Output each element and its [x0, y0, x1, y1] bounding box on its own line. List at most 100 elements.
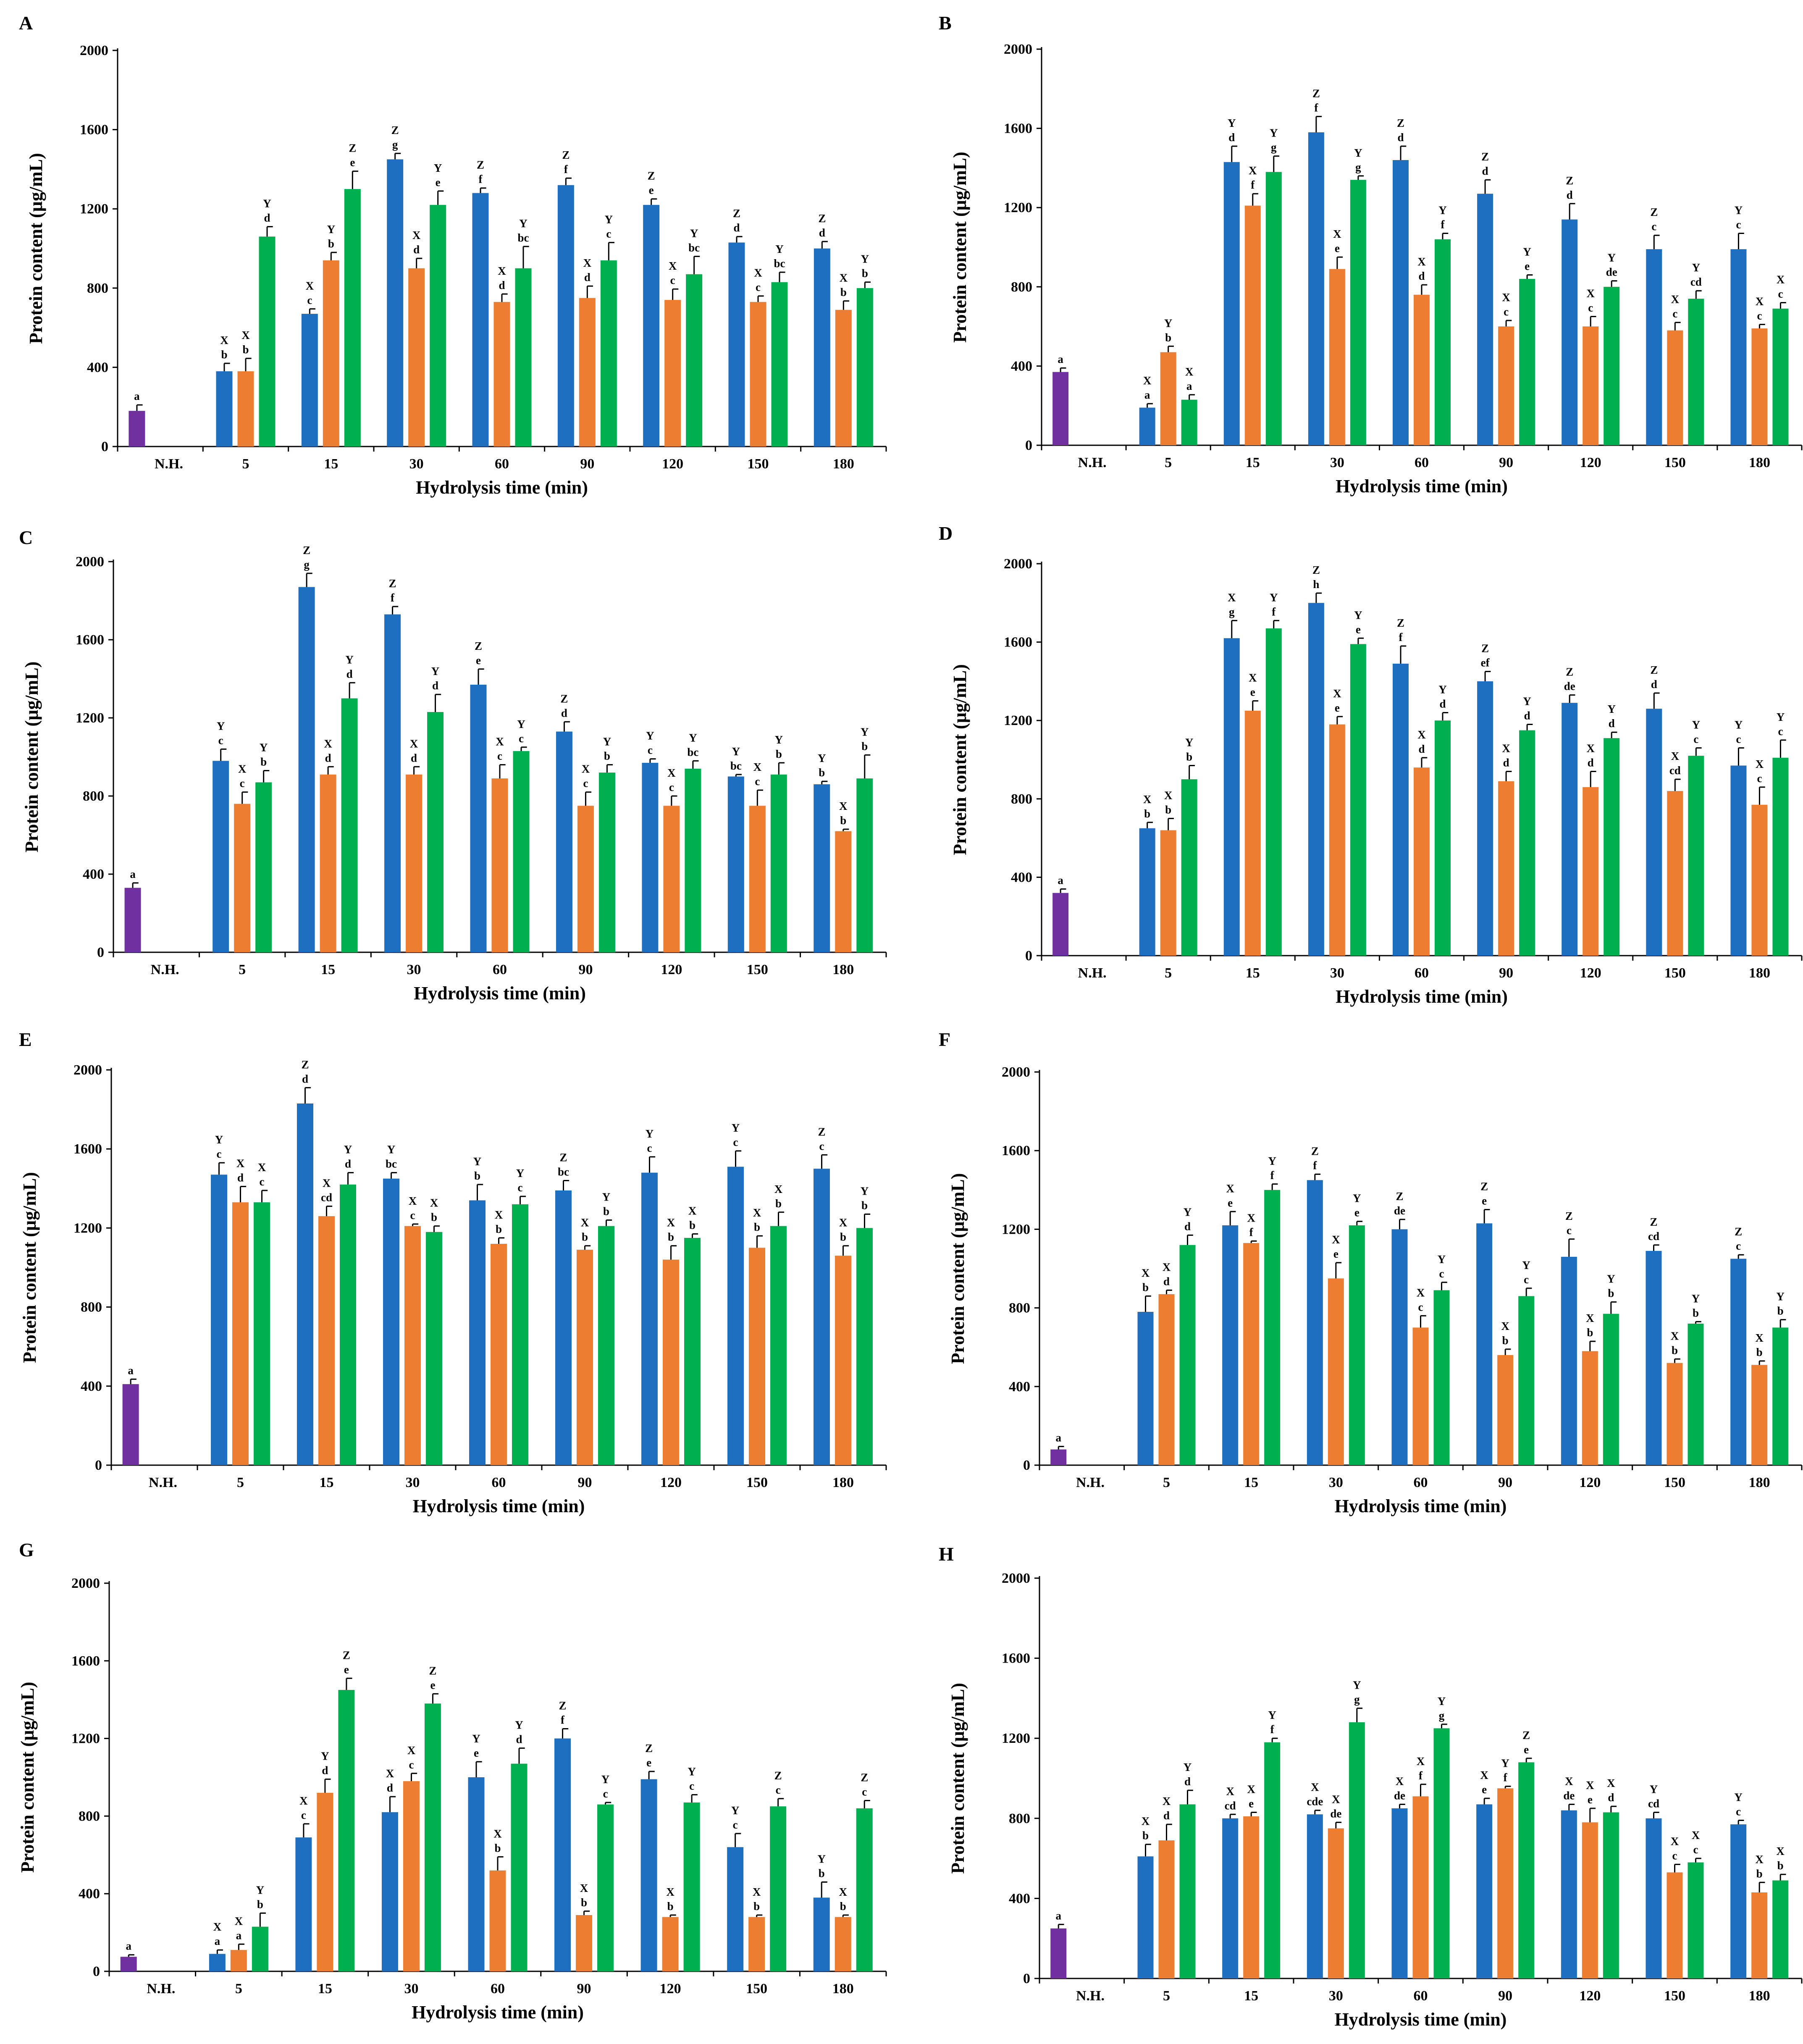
- x-tick-label: N.H.: [147, 1981, 175, 1997]
- significance-label: Z: [1650, 664, 1658, 676]
- significance-label: X: [1332, 1793, 1340, 1805]
- significance-label: c: [756, 281, 761, 294]
- significance-label: b: [242, 343, 249, 356]
- x-tick-label: 180: [1749, 1475, 1770, 1490]
- x-axis-title: Hydrolysis time (min): [412, 2002, 584, 2023]
- significance-label: Z: [1396, 1190, 1403, 1203]
- significance-label: X: [1756, 295, 1764, 307]
- bar-series-2: [1751, 1365, 1768, 1465]
- bar-series-2: [403, 1781, 420, 1971]
- chart-panel-b: B 0 400 800 1200 1600 2000 Protein content (µg/…: [939, 12, 1803, 497]
- bar-series-1: [301, 314, 318, 447]
- y-axis-title: Protein content (µg/mL): [21, 662, 42, 853]
- bar-series-1: [554, 1738, 571, 1971]
- significance-label: f: [1249, 1226, 1254, 1238]
- significance-label: cd: [1648, 1230, 1659, 1243]
- bar-series-1: [1477, 681, 1493, 956]
- bar-series-3: [856, 778, 873, 952]
- significance-label: Y: [387, 1143, 396, 1156]
- significance-label: b: [754, 1221, 760, 1233]
- bar-series-1: [1476, 1223, 1493, 1465]
- significance-label: cde: [1307, 1795, 1323, 1808]
- bar-series-3: [1688, 1324, 1704, 1465]
- x-tick-label: 15: [1244, 1988, 1258, 2004]
- significance-label: bc: [730, 759, 742, 772]
- x-tick-label: 60: [1415, 455, 1429, 470]
- significance-label: X: [1777, 273, 1785, 286]
- significance-label: X: [1586, 1312, 1594, 1324]
- significance-label: b: [431, 1211, 437, 1224]
- significance-label: bc: [687, 746, 698, 758]
- bar-series-3: [424, 1703, 441, 1971]
- significance-label: c: [307, 294, 312, 306]
- significance-label: X: [324, 737, 332, 750]
- bar-series-3: [1433, 1290, 1450, 1465]
- bar-series-1: [557, 185, 574, 447]
- significance-label: Y: [1522, 1259, 1530, 1272]
- bar-series-3: [1772, 1880, 1789, 1978]
- significance-label: Y: [473, 1155, 482, 1168]
- bar-series-2: [1328, 1828, 1344, 1978]
- significance-label: Y: [1185, 736, 1194, 749]
- significance-label: de: [1563, 1789, 1575, 1802]
- significance-label: Z: [560, 692, 568, 705]
- x-tick-label: 5: [242, 456, 249, 472]
- x-tick-label: 30: [1330, 455, 1344, 470]
- bar-series-1: [641, 1172, 658, 1465]
- significance-label: X: [1607, 1777, 1615, 1789]
- significance-label: d: [1609, 717, 1615, 730]
- significance-label: bc: [518, 231, 529, 244]
- significance-label: Z: [774, 1769, 782, 1782]
- bar-series-2: [663, 1259, 679, 1465]
- bar-series-1: [555, 1190, 572, 1465]
- bar-series-3: [1350, 644, 1366, 956]
- significance-label: X: [839, 1886, 847, 1898]
- significance-label: X: [1586, 742, 1595, 754]
- bar-series-1: [1391, 1229, 1408, 1465]
- significance-label: X: [306, 279, 314, 292]
- bar-series-1: [727, 776, 744, 952]
- significance-label: Z: [429, 1664, 436, 1677]
- bar-series-2: [577, 806, 594, 952]
- bar-series-3: [1433, 1728, 1450, 1978]
- x-tick-label: N.H.: [1076, 1475, 1105, 1490]
- significance-label: Y: [1734, 1791, 1743, 1804]
- bar-series-2: [234, 804, 251, 952]
- significance-label: Z: [1481, 642, 1489, 655]
- y-tick-label: 800: [87, 281, 108, 296]
- significance-label: c: [583, 777, 588, 790]
- bar-series-3: [1265, 172, 1282, 446]
- significance-label: c: [217, 1148, 222, 1160]
- significance-label: b: [257, 1898, 263, 1910]
- x-tick-label: 150: [747, 962, 768, 977]
- significance-label: b: [328, 237, 334, 250]
- bar-series-2: [835, 831, 852, 952]
- significance-label: X: [1247, 1211, 1255, 1224]
- significance-label: de: [1564, 680, 1575, 693]
- significance-label: c: [1672, 307, 1677, 320]
- significance-label: Z: [1735, 1225, 1742, 1238]
- significance-label: f: [391, 591, 395, 604]
- significance-label: b: [1142, 1281, 1149, 1294]
- significance-label: c: [603, 1787, 608, 1800]
- bar-series-1: [813, 1897, 830, 1971]
- significance-label: b: [840, 814, 846, 827]
- bar-series-2: [1329, 269, 1345, 445]
- x-tick-label: 120: [1579, 1988, 1601, 2004]
- significance-label: X: [1226, 1182, 1234, 1195]
- significance-label: Y: [1438, 683, 1447, 696]
- bar-series-2: [493, 302, 510, 447]
- y-tick-label: 800: [1009, 1811, 1030, 1826]
- significance-label: c: [1693, 733, 1698, 746]
- significance-label: Y: [861, 725, 869, 738]
- bar-series-3: [427, 712, 444, 952]
- significance-label: X: [495, 1209, 503, 1221]
- significance-label: Z: [1650, 206, 1658, 218]
- x-tick-label: 5: [1163, 1475, 1170, 1490]
- bar-series-3: [1519, 278, 1535, 445]
- significance-label: Z: [1311, 1145, 1319, 1157]
- significance-label: d: [819, 226, 825, 239]
- significance-label: X: [667, 1216, 675, 1229]
- significance-label: c: [733, 1136, 738, 1148]
- bar-series-1: [1477, 194, 1493, 445]
